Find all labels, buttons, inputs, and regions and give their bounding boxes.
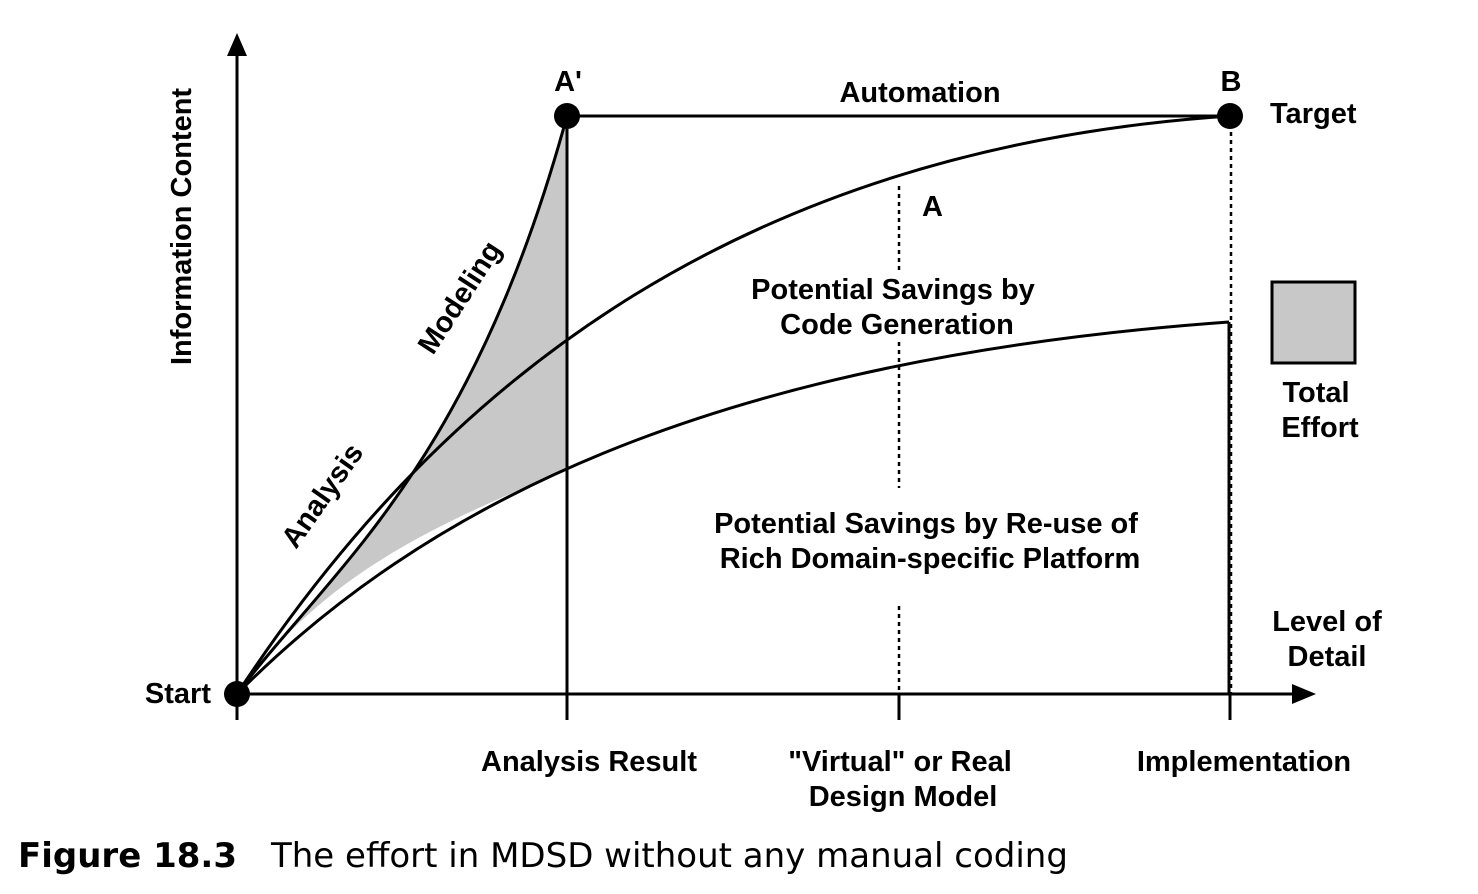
reuse-label-line1: Potential Savings by Re-use of: [714, 508, 1138, 540]
code-generation-label-line2: Code Generation: [780, 309, 1014, 341]
design-model-tick-label-line1: "Virtual" or Real: [788, 746, 1012, 778]
total-effort-label-line1: Total: [1282, 377, 1349, 409]
figure-number: Figure 18.3: [18, 836, 237, 876]
design-model-tick-label-line2: Design Model: [809, 781, 998, 813]
y-axis-arrowhead: [227, 33, 247, 56]
total-effort-label-line2: Effort: [1281, 412, 1359, 444]
analysis-result-tick-label: Analysis Result: [481, 746, 697, 778]
figure-caption: Figure 18.3 The effort in MDSD without an…: [18, 836, 1068, 876]
a-label: A: [922, 191, 943, 223]
code-generation-curve: [235, 114, 1231, 695]
x-axis-arrowhead: [1292, 684, 1316, 704]
b-label: B: [1221, 66, 1242, 98]
x-axis-label-line1: Level of: [1272, 606, 1382, 638]
reuse-label-line2: Rich Domain-specific Platform: [720, 543, 1141, 575]
a-prime-label: A': [554, 66, 582, 98]
target-label: Target: [1270, 98, 1357, 130]
total-effort-region: [237, 116, 567, 694]
platform-curve: [235, 320, 1230, 696]
modeling-curve: [235, 115, 569, 695]
implementation-tick-label: Implementation: [1137, 746, 1351, 778]
x-axis-label-line2: Detail: [1288, 641, 1367, 673]
total-effort-legend-box: [1270, 280, 1357, 365]
start-label: Start: [145, 678, 211, 710]
figure-caption-text: The effort in MDSD without any manual co…: [270, 836, 1068, 876]
b-point: [1217, 103, 1243, 129]
y-axis-label: Information Content: [166, 88, 198, 365]
automation-label: Automation: [839, 77, 1000, 109]
start-point: [224, 681, 250, 707]
code-generation-label-line1: Potential Savings by: [751, 274, 1035, 306]
a-prime-point: [554, 103, 580, 129]
